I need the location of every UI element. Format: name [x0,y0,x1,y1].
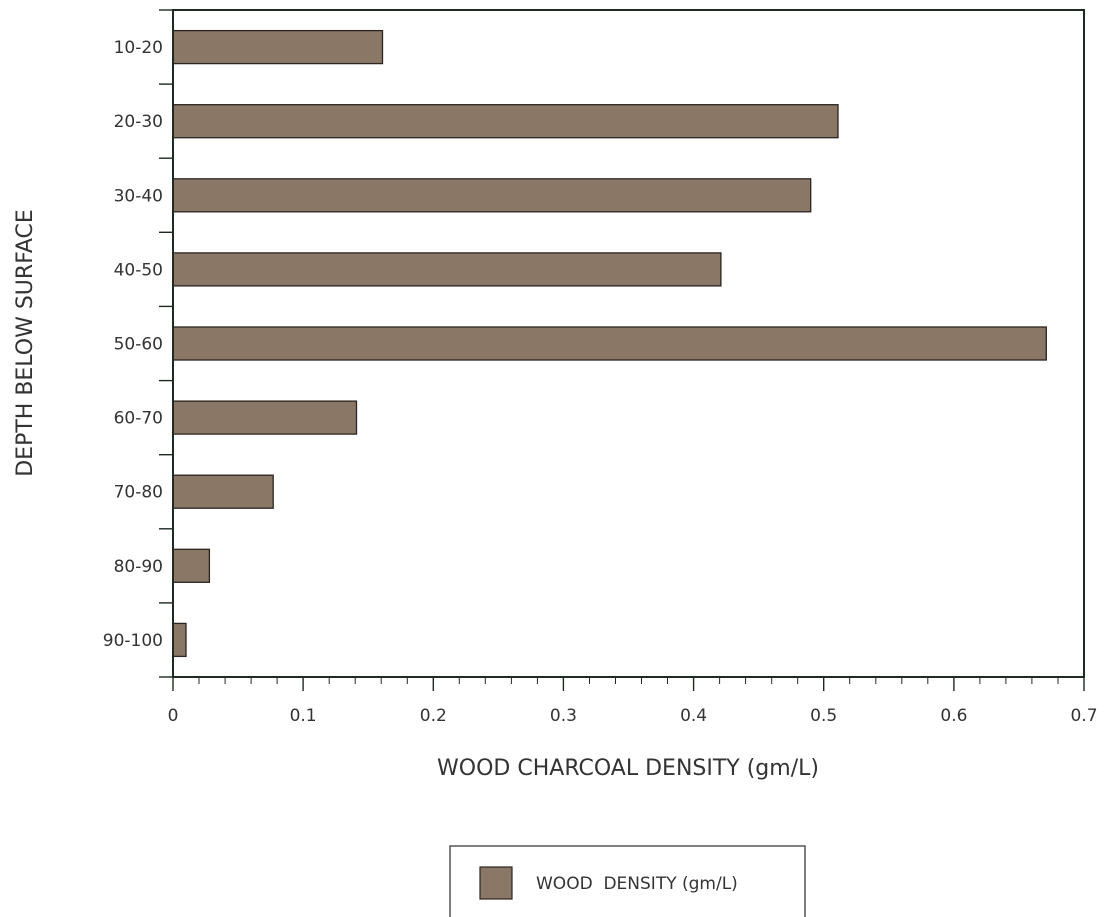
legend-label: WOOD DENSITY (gm/L) [536,874,738,894]
y-tick-label-70-80: 70-80 [114,483,163,503]
y-tick-label-10-20: 10-20 [114,38,163,58]
bar-20-30 [172,104,839,139]
bar-60-70 [172,400,358,435]
y-tick-label-20-30: 20-30 [114,112,163,132]
bars-group [172,29,1047,658]
y-tick-label-40-50: 40-50 [114,260,163,280]
x-axis-ticks: 0 0.1 0.2 0.3 0.4 0.5 0.6 0.7 [168,677,1098,726]
x-tick-label-0.4: 0.4 [680,706,707,726]
bar-80-90 [172,548,211,583]
x-tick-label-0.6: 0.6 [940,706,967,726]
y-axis-ticks: 10-20 20-30 30-40 40-50 50-60 60-70 70-80 80-90… [103,9,173,678]
x-axis-title: WOOD CHARCOAL DENSITY (gm/L) [437,756,819,781]
x-tick-label-0.1: 0.1 [290,706,317,726]
y-tick-label-30-40: 30-40 [114,186,163,206]
bar-40-50 [172,252,722,287]
bar-10-20 [172,29,384,65]
x-tick-label-0.3: 0.3 [550,706,577,726]
y-tick-label-80-90: 80-90 [114,557,163,577]
y-tick-label-60-70: 60-70 [114,409,163,429]
y-tick-label-90-100: 90-100 [103,631,163,651]
y-tick-label-50-60: 50-60 [114,335,163,355]
x-tick-label-0.2: 0.2 [420,706,447,726]
legend: WOOD DENSITY (gm/L) [449,845,806,917]
x-tick-label-0.7: 0.7 [1070,706,1097,726]
bar-90-100 [172,622,187,658]
legend-swatch [479,866,513,900]
bar-30-40 [172,178,812,213]
plot-frame [172,9,1085,678]
x-tick-label-0: 0 [168,706,179,726]
bar-50-60 [172,326,1047,361]
bar-70-80 [172,474,274,509]
x-tick-label-0.5: 0.5 [810,706,837,726]
y-axis-title: DEPTH BELOW SURFACE [13,209,38,477]
